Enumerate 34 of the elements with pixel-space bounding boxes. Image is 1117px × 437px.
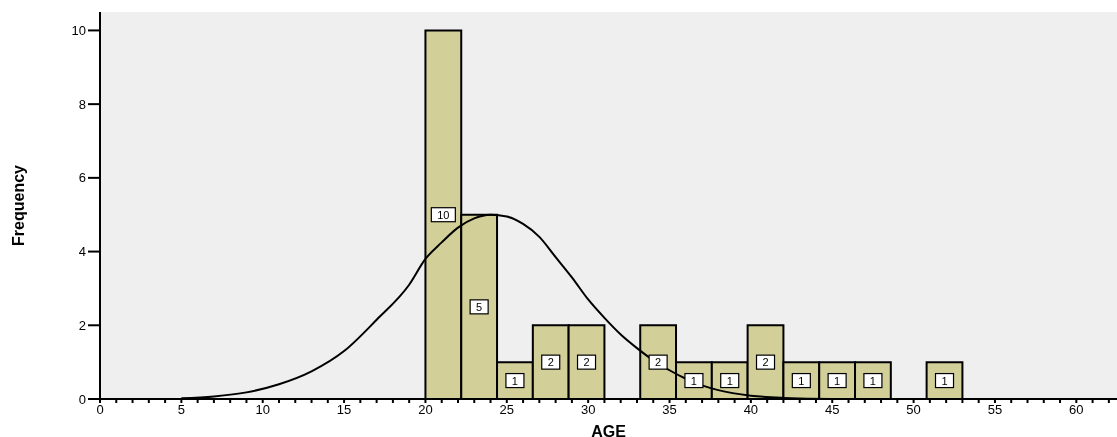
x-tick-label: 20 xyxy=(418,402,433,418)
x-tick-label: 35 xyxy=(662,402,677,418)
x-tick-label: 10 xyxy=(255,402,270,418)
x-tick-label: 5 xyxy=(177,402,185,418)
y-axis-title: Frequency xyxy=(9,164,27,246)
y-tick-label: 8 xyxy=(78,96,86,112)
data-label: 5 xyxy=(476,300,483,313)
data-label: 1 xyxy=(726,374,733,387)
y-tick-label: 0 xyxy=(78,391,86,407)
x-tick-label: 30 xyxy=(580,402,596,418)
x-tick-label: 15 xyxy=(336,402,352,418)
x-tick-label: 25 xyxy=(499,402,515,418)
y-tick-label: 10 xyxy=(71,23,86,39)
data-label: 1 xyxy=(511,374,518,387)
x-tick-label: 45 xyxy=(825,402,840,418)
data-label: 2 xyxy=(583,356,590,369)
x-tick-label: 55 xyxy=(987,402,1003,418)
data-label: 2 xyxy=(655,356,662,369)
x-tick-label: 0 xyxy=(96,402,104,418)
data-label: 2 xyxy=(547,356,554,369)
data-label: 1 xyxy=(798,374,805,387)
data-label: 2 xyxy=(762,356,769,369)
y-tick-label: 4 xyxy=(78,244,86,260)
y-tick-label: 2 xyxy=(78,317,86,333)
data-label: 1 xyxy=(869,374,876,387)
data-label: 1 xyxy=(941,374,948,387)
x-axis-title: AGE xyxy=(591,423,627,437)
y-tick-label: 6 xyxy=(78,170,86,186)
data-label: 1 xyxy=(690,374,697,387)
x-tick-label: 60 xyxy=(1069,402,1084,418)
data-label: 1 xyxy=(834,374,841,387)
data-label: 10 xyxy=(437,208,450,221)
x-tick-label: 40 xyxy=(743,402,759,418)
x-tick-label: 50 xyxy=(906,402,921,418)
